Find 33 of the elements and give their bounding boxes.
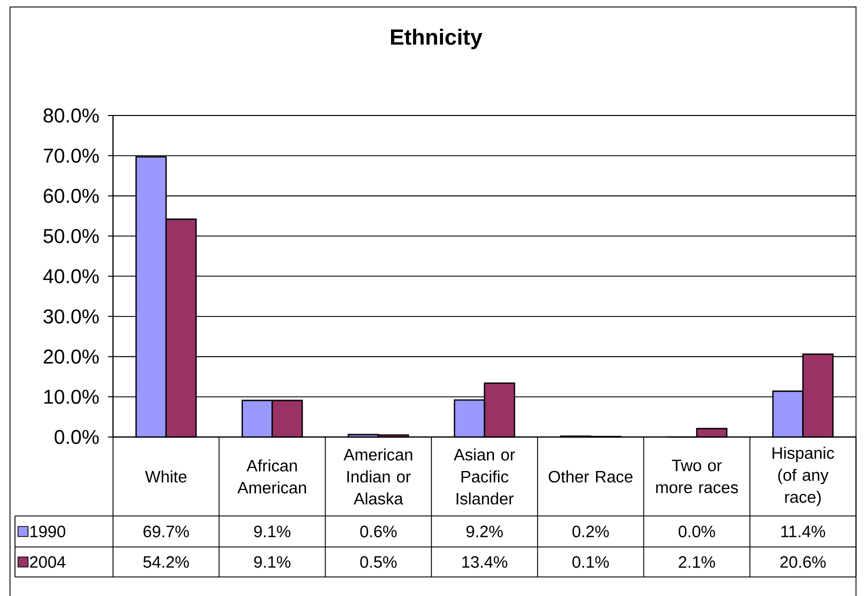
chart-title: Ethnicity [391, 28, 482, 50]
data-label: 9.1% [254, 526, 290, 538]
data-label: 13.4% [462, 556, 508, 568]
x-tick-label: Asian or Pacific Islander [454, 448, 515, 505]
data-label: 11.4% [781, 526, 826, 538]
data-label: 54.2% [143, 556, 189, 568]
x-tick-label: Other Race [548, 470, 632, 483]
data-label: 0.1% [572, 556, 609, 568]
x-tick-label: Hispanic (of any race) [772, 446, 834, 506]
y-tick-label: 40.0% [43, 269, 99, 284]
data-label: 69.7% [144, 526, 189, 538]
data-label: 2.1% [678, 556, 716, 568]
data-label: 0.6% [360, 526, 397, 538]
data-label: 0.5% [360, 556, 397, 568]
y-tick-label: 0.0% [54, 430, 99, 444]
y-tick-label: 80.0% [44, 108, 99, 123]
legend-label: 1990 [30, 526, 66, 538]
x-tick-label: White [145, 470, 186, 483]
legend-label: 2004 [30, 556, 66, 568]
x-tick-label: American Indian or Alaska [344, 448, 412, 505]
data-label: 20.6% [780, 556, 826, 568]
data-label: 9.2% [466, 526, 503, 538]
y-tick-label: 60.0% [44, 188, 99, 203]
y-tick-label: 30.0% [44, 309, 99, 324]
x-tick-label: African American [237, 459, 306, 494]
data-label: 0.2% [572, 526, 609, 538]
data-label: 9.1% [254, 556, 290, 568]
x-tick-label: Two or more races [656, 460, 738, 494]
y-tick-label: 70.0% [44, 148, 99, 163]
y-tick-label: 50.0% [44, 228, 99, 244]
y-tick-label: 20.0% [44, 350, 99, 364]
y-tick-label: 10.0% [44, 390, 99, 404]
data-label: 0.0% [678, 526, 716, 538]
